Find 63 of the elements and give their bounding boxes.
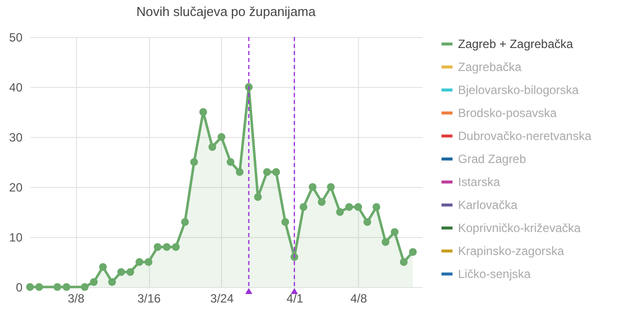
x-tick-label: 3/8 [68, 292, 85, 306]
point [26, 283, 34, 291]
legend-label: Zagrebačka [458, 60, 522, 74]
legend-label: Dubrovačko-neretvanska [458, 129, 592, 143]
point [154, 243, 162, 251]
point [345, 203, 353, 211]
legend-label: Ličko-senjska [458, 267, 532, 281]
legend-label: Zagreb + Zagrebačka [458, 37, 574, 51]
x-tick-label: 3/16 [137, 292, 162, 306]
legend-label: Krapinsko-zagorska [458, 244, 564, 258]
point [172, 243, 180, 251]
point [126, 268, 134, 276]
point [263, 168, 271, 176]
point [144, 258, 152, 266]
point [199, 108, 208, 116]
y-tick-label: 50 [9, 30, 23, 44]
point [226, 158, 234, 166]
point [99, 263, 107, 271]
x-tick-label: 4/1 [286, 292, 304, 306]
point [236, 168, 244, 176]
point [80, 283, 89, 291]
point [390, 228, 399, 236]
point [281, 218, 290, 226]
point [336, 208, 344, 216]
point [326, 183, 335, 191]
x-tick-label: 4/8 [350, 292, 368, 306]
point [181, 218, 189, 226]
point [218, 133, 226, 141]
point [190, 158, 198, 166]
point [53, 283, 62, 291]
point [136, 258, 144, 266]
point [162, 243, 171, 251]
legend-label: Istarska [458, 175, 500, 189]
point [290, 253, 298, 261]
point [90, 278, 98, 286]
point [35, 283, 43, 291]
point [382, 238, 390, 246]
legend-label: Brodsko-posavska [458, 106, 558, 120]
legend-label: Bjelovarsko-bilogorska [458, 83, 580, 97]
y-tick-label: 30 [9, 130, 23, 144]
point [62, 283, 70, 291]
point [400, 258, 408, 266]
point [254, 193, 262, 201]
point [363, 218, 372, 226]
point [117, 268, 126, 276]
chart-title: Novih slučajeva po županijama [136, 4, 316, 19]
y-tick-label: 10 [9, 230, 23, 244]
legend-label: Grad Zagreb [458, 152, 526, 166]
y-tick-label: 20 [9, 180, 23, 194]
y-tick-label: 40 [9, 80, 23, 94]
point [272, 168, 280, 176]
point [318, 198, 326, 206]
legend-label: Koprivničko-križevačka [458, 221, 582, 235]
point [308, 183, 316, 191]
legend-label: Karlovačka [458, 198, 518, 212]
point [208, 143, 216, 151]
point [108, 278, 116, 286]
point [372, 203, 380, 211]
y-tick-label: 0 [16, 280, 23, 294]
x-tick-label: 3/24 [210, 292, 234, 306]
point [300, 203, 308, 211]
point [354, 203, 362, 211]
point [409, 248, 417, 256]
